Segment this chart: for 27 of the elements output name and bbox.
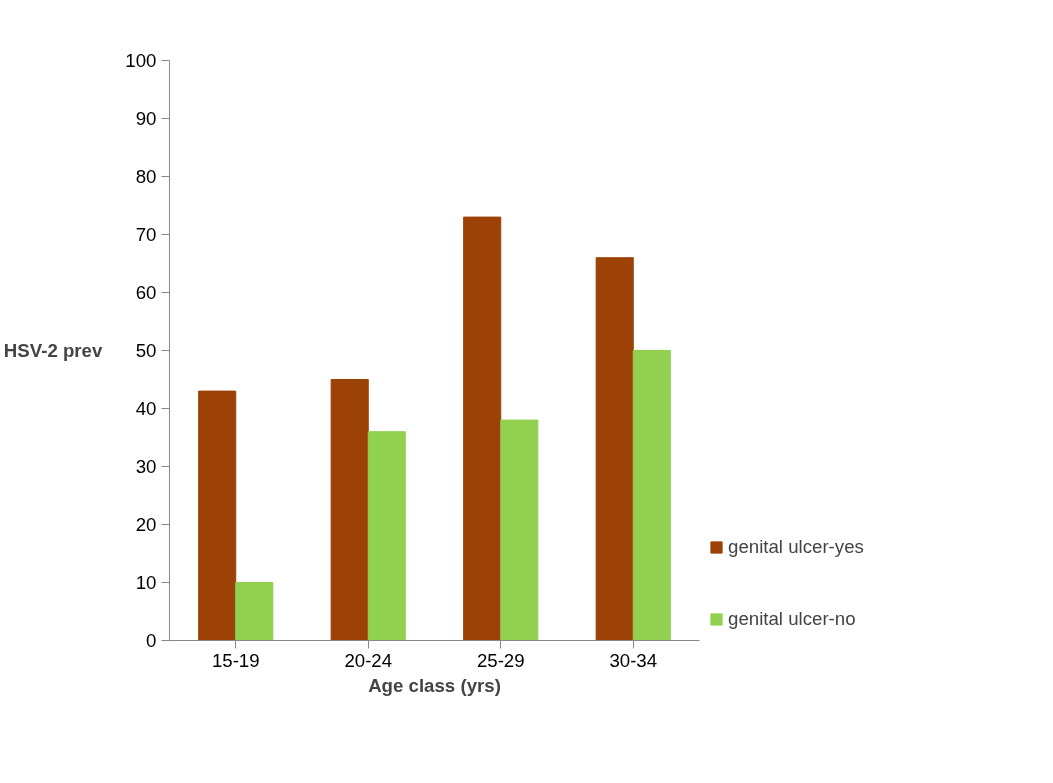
x-tick-label: 30-34 — [609, 649, 658, 671]
bar — [198, 390, 237, 641]
bar — [367, 431, 406, 641]
y-tick-label: 100 — [125, 50, 157, 71]
y-tick-label: 60 — [135, 282, 157, 303]
y-tick-label: 50 — [135, 340, 157, 361]
y-tick-label: 40 — [135, 398, 157, 419]
legend-label: genital ulcer-yes — [728, 536, 864, 558]
y-tick-label: 90 — [135, 108, 157, 129]
y-tick-label: 20 — [135, 514, 157, 535]
bar — [595, 257, 634, 641]
y-tick-label: 10 — [135, 572, 157, 593]
bar — [632, 350, 671, 641]
x-tick-label: 20-24 — [344, 649, 393, 671]
x-axis-title: Age class (yrs) — [368, 674, 501, 696]
x-tick-label: 25-29 — [476, 649, 525, 671]
y-tick-label: 0 — [146, 630, 157, 651]
y-tick-label: 70 — [135, 224, 157, 245]
y-axis-title: HSV-2 prev — [3, 340, 103, 361]
bar — [500, 419, 539, 641]
bar — [463, 216, 502, 641]
legend-label: genital ulcer-no — [728, 608, 856, 630]
bar — [330, 379, 369, 641]
y-tick-label: 80 — [135, 166, 157, 187]
bar — [235, 582, 274, 641]
y-tick-label: 30 — [135, 456, 157, 477]
x-tick-label: 15-19 — [211, 649, 260, 671]
